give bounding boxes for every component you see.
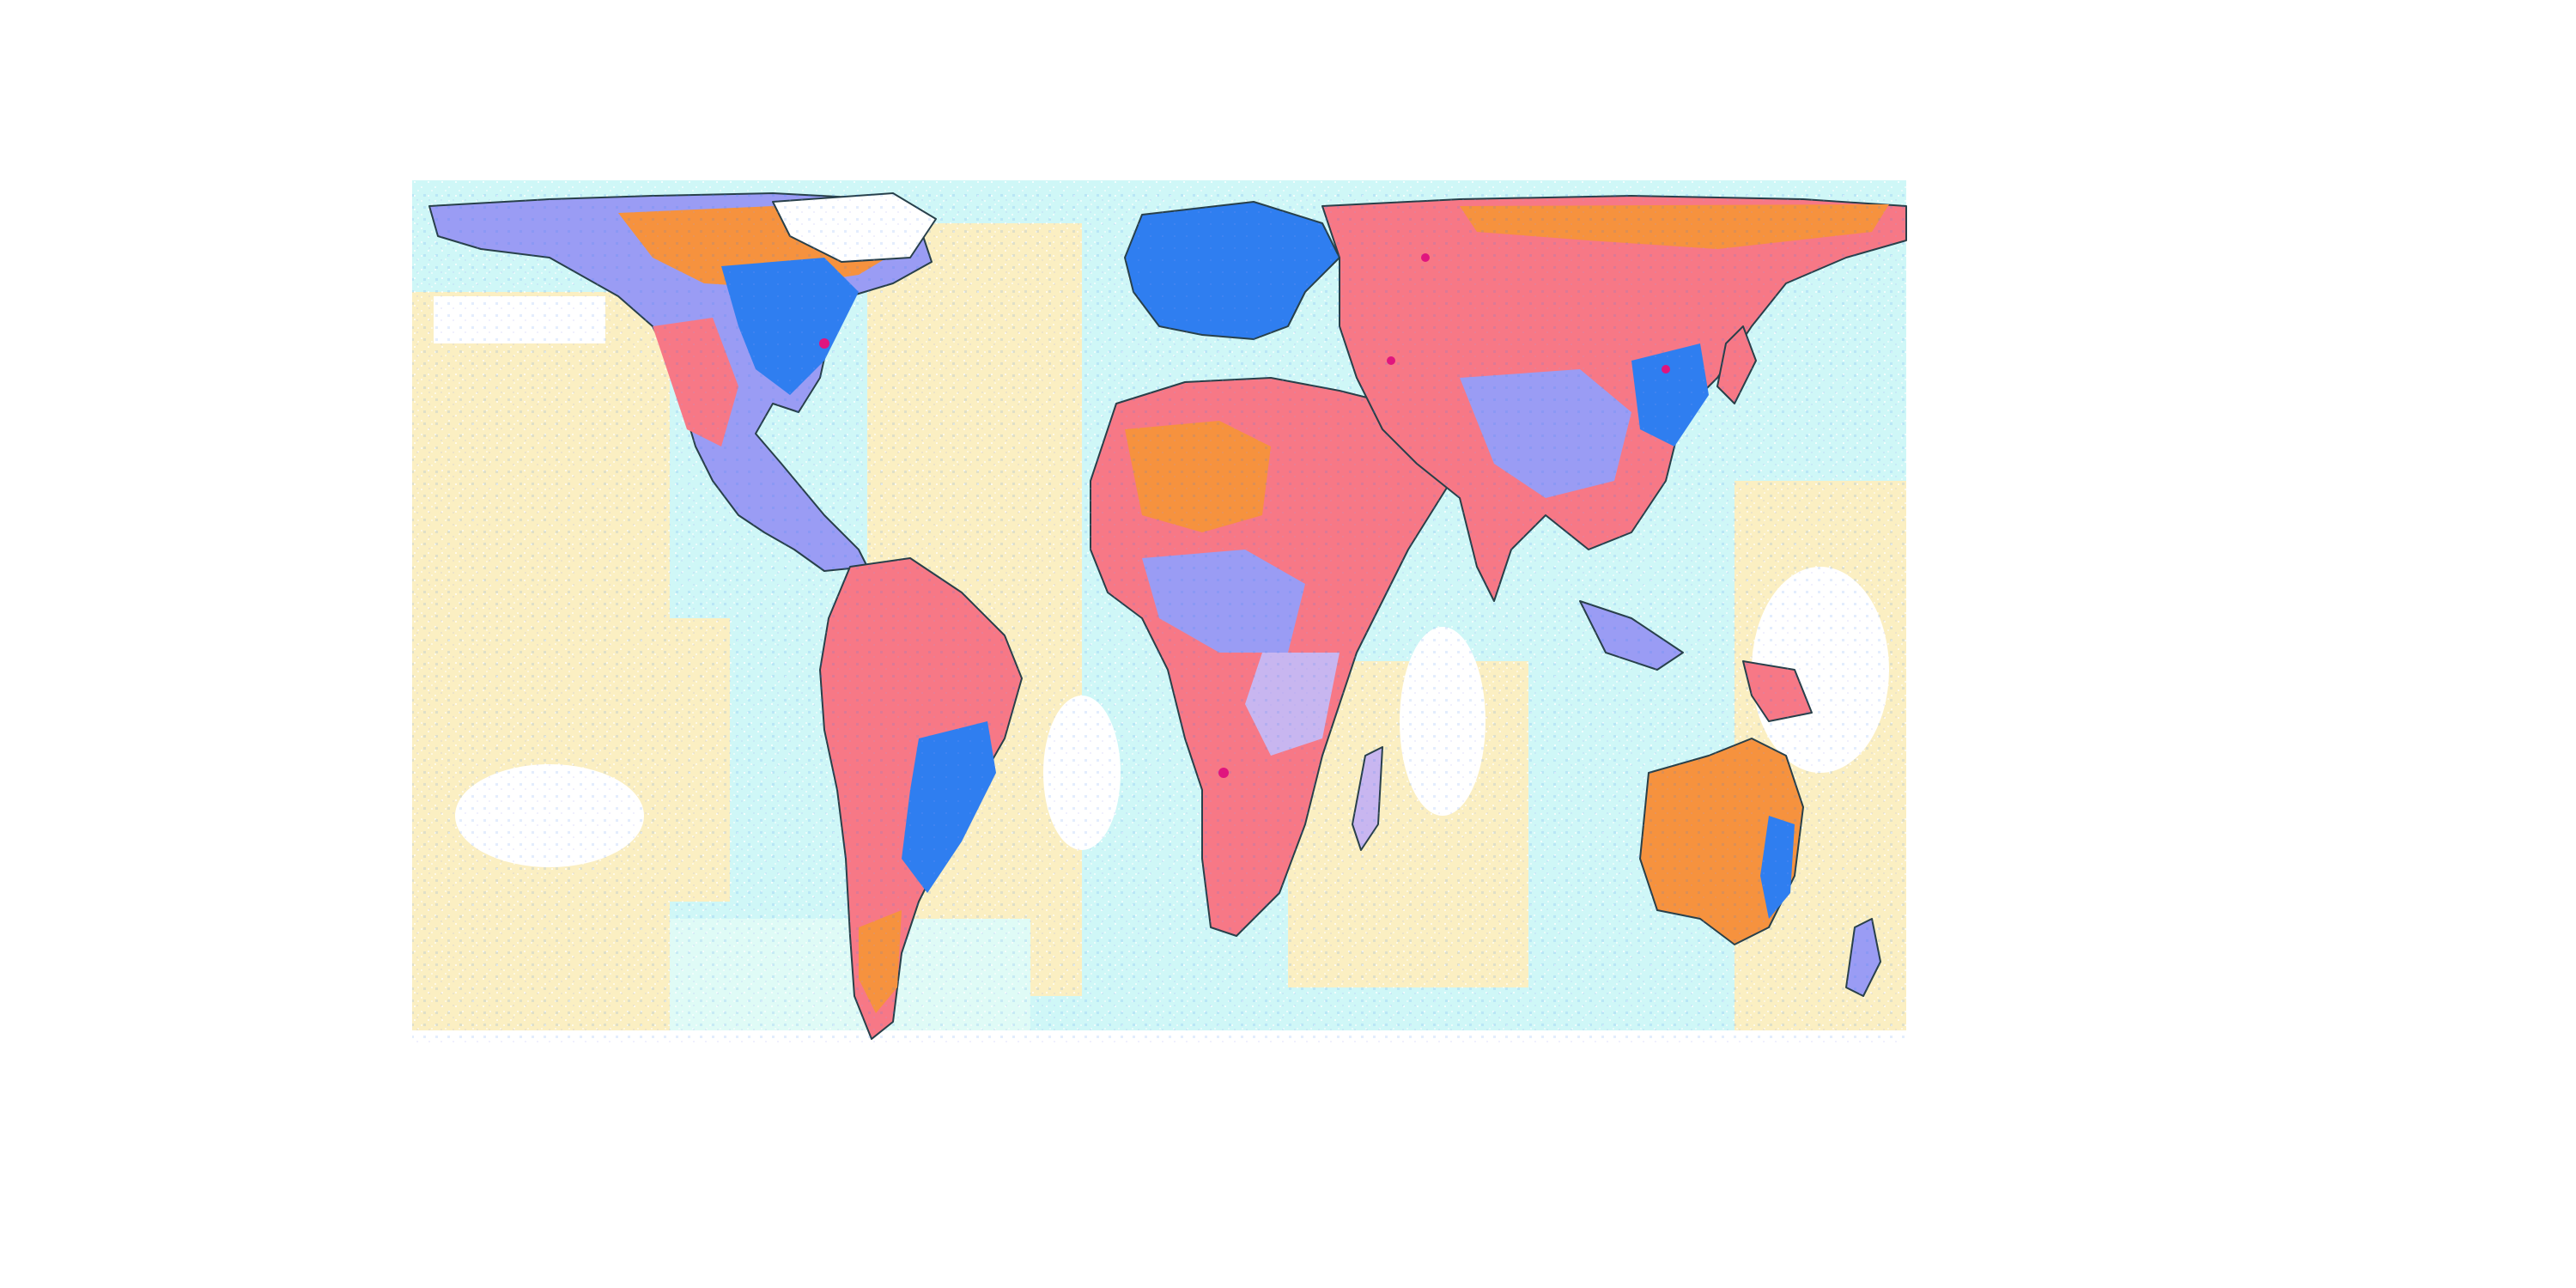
hotspot-layer [819,253,1670,778]
hotspot-africa [1218,768,1229,778]
hotspot-middle-east [1387,356,1395,365]
hotspot-russia [1421,253,1430,262]
land-layer [412,189,1907,1095]
antarctica-coast [859,1065,1013,1095]
hotspot-china [1662,365,1670,374]
land-speckle [412,189,1906,1048]
hotspot-us [819,338,829,349]
